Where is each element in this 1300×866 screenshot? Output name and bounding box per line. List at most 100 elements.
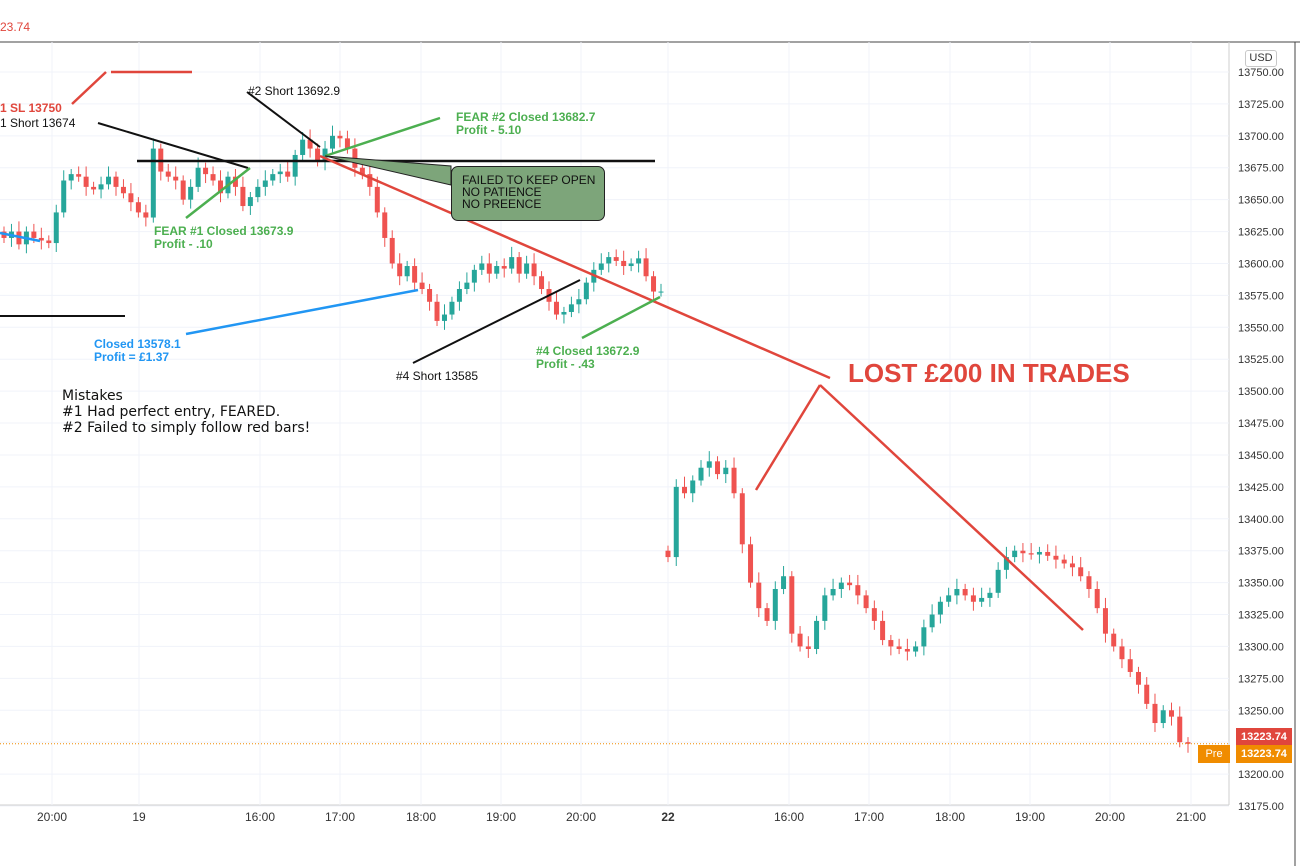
candle-body bbox=[628, 263, 634, 267]
x-tick-label: 17:00 bbox=[325, 810, 355, 824]
y-tick-label: 13550.00 bbox=[1238, 322, 1284, 334]
x-tick-label: 17:00 bbox=[854, 810, 884, 824]
candle-body bbox=[464, 282, 470, 290]
y-tick-label: 13575.00 bbox=[1238, 290, 1284, 302]
candle-body bbox=[397, 263, 403, 277]
y-tick-label: 13450.00 bbox=[1238, 450, 1284, 462]
candle-body bbox=[367, 174, 373, 187]
candle-body bbox=[561, 311, 567, 315]
candle-body bbox=[232, 176, 238, 187]
candle-body bbox=[970, 595, 976, 602]
candle-body bbox=[53, 212, 59, 244]
candle-body bbox=[404, 266, 410, 277]
candle-body bbox=[218, 180, 224, 194]
y-tick-label: 13525.00 bbox=[1238, 354, 1284, 366]
candle-body bbox=[621, 260, 627, 267]
candle-body bbox=[38, 237, 44, 241]
pre-market-label: Pre bbox=[1198, 745, 1230, 763]
candle-body bbox=[516, 257, 522, 274]
candle-body bbox=[262, 180, 268, 187]
candle-body bbox=[135, 202, 141, 213]
candle-body bbox=[715, 461, 721, 475]
candle-body bbox=[210, 174, 216, 181]
stop-loss-line bbox=[71, 71, 107, 105]
candle-body bbox=[486, 263, 492, 274]
mistake-item: #2 Failed to simply follow red bars! bbox=[62, 420, 311, 436]
candle-body bbox=[382, 212, 388, 238]
candle-body bbox=[471, 269, 477, 283]
candle-body bbox=[307, 139, 313, 149]
closed-4-profit: Profit - .43 bbox=[536, 357, 595, 371]
currency-badge[interactable]: USD bbox=[1245, 50, 1277, 67]
x-tick-label: 18:00 bbox=[406, 810, 436, 824]
candle-body bbox=[344, 138, 350, 149]
mistakes-title: Mistakes bbox=[62, 388, 123, 404]
drawings bbox=[0, 70, 1229, 745]
candle-body bbox=[665, 550, 671, 558]
fear-2-profit: Profit - 5.10 bbox=[456, 123, 522, 137]
candle-body bbox=[120, 186, 126, 194]
short-1-label: 1 Short 13674 bbox=[0, 116, 76, 130]
candle-body bbox=[553, 301, 559, 315]
candle-body bbox=[419, 282, 425, 290]
trend-down-line bbox=[819, 384, 1084, 631]
candle-body bbox=[173, 176, 179, 181]
candle-body bbox=[300, 139, 306, 155]
closed-3-line bbox=[185, 288, 419, 336]
candle-body bbox=[76, 174, 82, 177]
candle-body bbox=[1028, 553, 1034, 555]
closed-4-title: #4 Closed 13672.9 bbox=[536, 344, 640, 358]
candle-body bbox=[330, 135, 335, 149]
y-tick-label: 13300.00 bbox=[1238, 641, 1284, 653]
candle-body bbox=[987, 592, 993, 598]
candle-body bbox=[479, 263, 485, 270]
candle-body bbox=[772, 588, 778, 621]
y-tick-label: 13400.00 bbox=[1238, 514, 1284, 526]
candle-body bbox=[359, 167, 365, 175]
candle-body bbox=[1061, 559, 1067, 564]
candle-body bbox=[315, 148, 321, 162]
candle-body bbox=[441, 314, 447, 321]
candle-body bbox=[847, 582, 853, 586]
candle-body bbox=[830, 588, 836, 596]
candle-body bbox=[805, 646, 811, 649]
candle-body bbox=[1111, 633, 1117, 647]
candle-body bbox=[1185, 742, 1191, 744]
callout-line: FAILED TO KEEP OPEN bbox=[462, 173, 596, 187]
candle-body bbox=[1086, 576, 1092, 589]
candle-body bbox=[658, 291, 664, 293]
short-2-line bbox=[246, 91, 321, 148]
candle-body bbox=[374, 186, 380, 213]
candle-body bbox=[1045, 551, 1051, 556]
candle-body bbox=[682, 486, 688, 494]
candle-body bbox=[598, 263, 604, 270]
candle-body bbox=[871, 608, 877, 621]
candle-body bbox=[643, 258, 649, 277]
candle-body bbox=[83, 176, 89, 187]
time-axis: 20:00 19 16:00 17:00 18:00 19:00 20:00 22 16:00 1… bbox=[37, 810, 1206, 824]
candle-body bbox=[539, 276, 545, 290]
callout-line: NO PATIENCE bbox=[462, 185, 542, 199]
y-tick-label: 13600.00 bbox=[1238, 258, 1284, 270]
candle-body bbox=[412, 266, 418, 283]
candle-body bbox=[98, 184, 104, 190]
candle-body bbox=[781, 576, 787, 589]
candle-body bbox=[673, 486, 679, 558]
price-axis: 13750.00 13725.00 13700.00 13675.00 13650.00… bbox=[1238, 67, 1284, 813]
x-tick-label: 16:00 bbox=[774, 810, 804, 824]
candle-body bbox=[888, 640, 894, 647]
lost-pointer-line bbox=[754, 384, 822, 491]
candle-body bbox=[814, 620, 820, 649]
candle-body bbox=[946, 595, 952, 602]
candle-body bbox=[1144, 684, 1150, 704]
candle-body bbox=[240, 186, 246, 207]
candle-body bbox=[1069, 563, 1075, 568]
x-tick-label: 20:00 bbox=[37, 810, 67, 824]
candle-body bbox=[270, 174, 276, 181]
candle-body bbox=[150, 148, 156, 218]
candle-body bbox=[337, 135, 343, 139]
candle-body bbox=[128, 193, 134, 203]
lost-headline: LOST £200 IN TRADES bbox=[848, 358, 1130, 388]
